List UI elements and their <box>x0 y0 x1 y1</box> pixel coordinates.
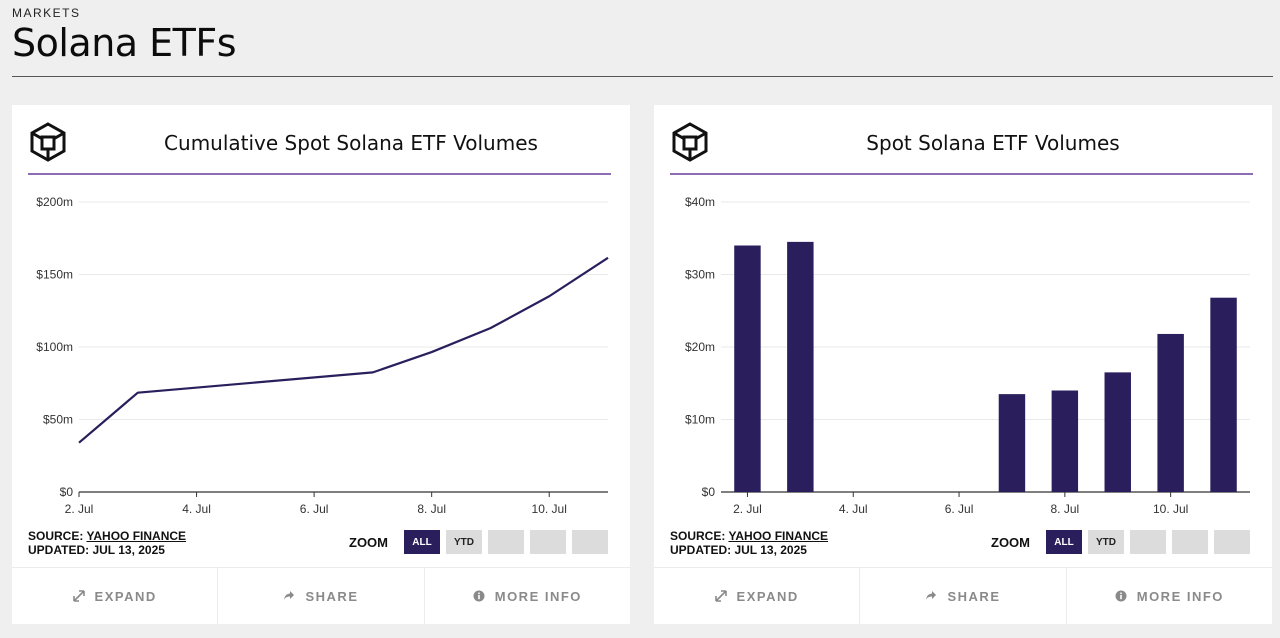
source-info: SOURCE: YAHOO FINANCE UPDATED: JUL 13, 2… <box>670 529 828 557</box>
cube-logo-icon <box>672 122 708 162</box>
title-underline <box>670 173 1253 175</box>
source-link[interactable]: YAHOO FINANCE <box>728 529 829 543</box>
section-eyebrow: MARKETS <box>12 6 81 20</box>
cumulative-volume-card: Cumulative Spot Solana ETF Volumes $0 $50… <box>12 105 630 624</box>
x-tick-label: 8. Jul <box>1051 502 1080 516</box>
zoom-button[interactable] <box>488 530 524 554</box>
zoom-ytd-button[interactable]: YTD <box>1088 530 1124 554</box>
more-info-label: MORE INFO <box>1136 588 1224 604</box>
bar <box>787 241 814 492</box>
header-divider <box>12 76 1273 77</box>
source-label: SOURCE: <box>28 529 84 543</box>
zoom-button[interactable] <box>1214 530 1250 554</box>
bar <box>1104 372 1131 492</box>
info-icon <box>1115 590 1127 602</box>
card-header: Cumulative Spot Solana ETF Volumes <box>12 105 630 175</box>
cube-logo-icon <box>30 122 66 162</box>
card-footer: EXPAND SHARE MORE INFO <box>12 567 630 624</box>
expand-button[interactable]: EXPAND <box>12 568 217 624</box>
card-footer: EXPAND SHARE MORE INFO <box>654 567 1272 624</box>
source-label: SOURCE: <box>670 529 726 543</box>
source-info: SOURCE: YAHOO FINANCE UPDATED: JUL 13, 2… <box>28 529 186 557</box>
zoom-ytd-button[interactable]: YTD <box>446 530 482 554</box>
zoom-controls: ZOOM ALL YTD <box>991 530 1250 554</box>
card-header: Spot Solana ETF Volumes <box>654 105 1272 175</box>
zoom-all-button[interactable]: ALL <box>404 530 440 554</box>
expand-label: EXPAND <box>736 588 799 604</box>
page-header: MARKETS Solana ETFs <box>12 6 1273 65</box>
expand-label: EXPAND <box>94 588 157 604</box>
zoom-button[interactable] <box>530 530 566 554</box>
zoom-label: ZOOM <box>991 534 1030 550</box>
x-tick-label: 10. Jul <box>532 502 567 516</box>
bar <box>1157 333 1184 492</box>
x-tick-label: 8. Jul <box>417 502 446 516</box>
zoom-button[interactable] <box>1130 530 1166 554</box>
y-tick-label: $0 <box>60 485 74 499</box>
y-tick-label: $50m <box>43 413 73 427</box>
x-tick-label: 10. Jul <box>1153 502 1188 516</box>
bar <box>1210 297 1237 492</box>
page-title: Solana ETFs <box>12 21 237 65</box>
share-label: SHARE <box>947 588 1001 604</box>
share-button[interactable]: SHARE <box>859 568 1065 624</box>
y-tick-label: $0 <box>702 485 716 499</box>
y-tick-label: $30m <box>685 268 715 282</box>
x-tick-label: 6. Jul <box>300 502 329 516</box>
share-icon <box>926 591 937 600</box>
more-info-label: MORE INFO <box>494 588 582 604</box>
zoom-label: ZOOM <box>349 534 388 550</box>
zoom-controls: ZOOM ALL YTD <box>349 530 608 554</box>
volume-bar-chart: $0 $10m $20m $30m $40m 2. Jul 4. Jul 6. Jul 8. J… <box>685 195 1250 516</box>
bar <box>1051 390 1079 492</box>
expand-button[interactable]: EXPAND <box>654 568 859 624</box>
source-link[interactable]: YAHOO FINANCE <box>86 529 187 543</box>
expand-icon <box>72 590 85 602</box>
x-tick-label: 6. Jul <box>945 502 974 516</box>
chart-title: Cumulative Spot Solana ETF Volumes <box>164 131 538 155</box>
share-icon <box>284 591 295 600</box>
cumulative-line-chart: $0 $50m $100m $150m $200m 2. Jul 4. Jul 6. Jul 8… <box>36 195 609 516</box>
y-tick-label: $40m <box>685 195 715 209</box>
bar <box>998 394 1026 492</box>
x-tick-label: 2. Jul <box>733 502 762 516</box>
more-info-button[interactable]: MORE INFO <box>1065 568 1272 624</box>
share-button[interactable]: SHARE <box>217 568 423 624</box>
info-icon <box>473 590 485 602</box>
zoom-all-button[interactable]: ALL <box>1046 530 1082 554</box>
bar <box>734 245 761 492</box>
updated-label: UPDATED: JUL 13, 2025 <box>670 543 807 557</box>
y-tick-label: $100m <box>36 340 73 354</box>
share-label: SHARE <box>305 588 359 604</box>
chart-title: Spot Solana ETF Volumes <box>866 131 1120 155</box>
more-info-button[interactable]: MORE INFO <box>423 568 630 624</box>
series-line <box>78 256 609 444</box>
y-tick-label: $20m <box>685 340 715 354</box>
zoom-button[interactable] <box>1172 530 1208 554</box>
x-tick-label: 4. Jul <box>839 502 868 516</box>
y-tick-label: $200m <box>36 195 73 209</box>
y-tick-label: $150m <box>36 268 73 282</box>
expand-icon <box>714 590 727 602</box>
zoom-button[interactable] <box>572 530 608 554</box>
y-tick-label: $10m <box>685 413 715 427</box>
updated-label: UPDATED: JUL 13, 2025 <box>28 543 165 557</box>
title-underline <box>28 173 611 175</box>
daily-volume-card: Spot Solana ETF Volumes $0 $10m $20m $30m $4… <box>654 105 1272 624</box>
x-tick-label: 4. Jul <box>182 502 211 516</box>
x-tick-label: 2. Jul <box>65 502 94 516</box>
